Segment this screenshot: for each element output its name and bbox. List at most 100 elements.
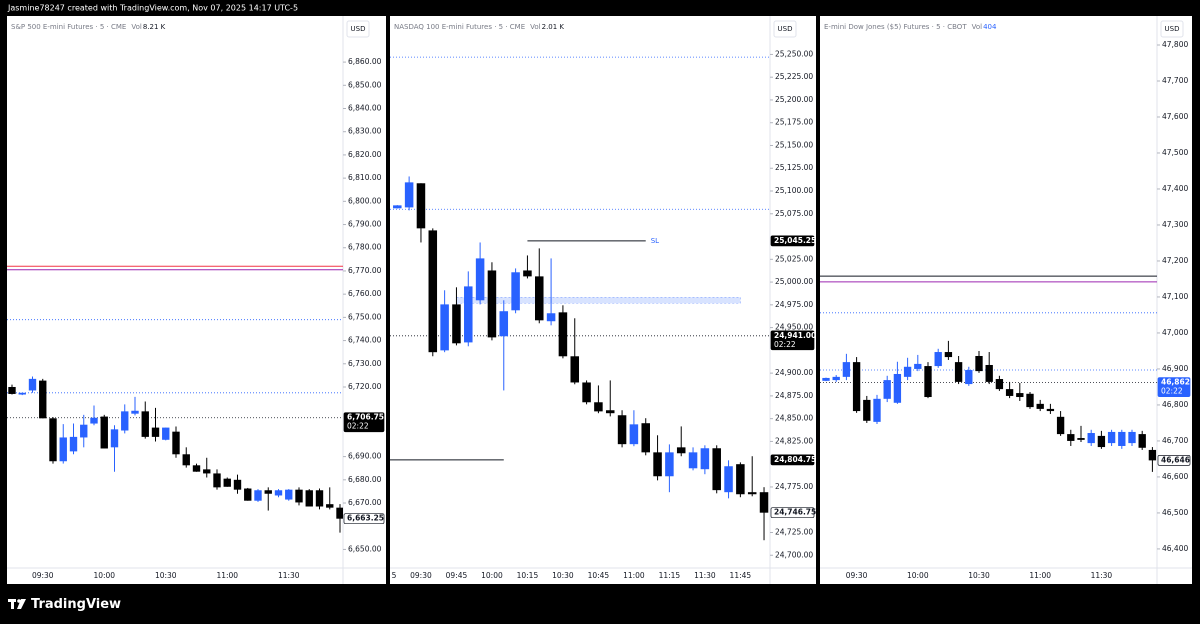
y-tick-label: 24,700.00 <box>775 550 813 559</box>
candle-body <box>546 313 556 322</box>
legend: S&P 500 E-mini Futures · 5 · CME Vol8.21 … <box>11 23 166 31</box>
candle-body <box>954 362 963 382</box>
x-tick-label: 09:45 <box>446 571 468 580</box>
legend-volume-label: Vol <box>530 23 541 31</box>
candle-body <box>254 490 262 501</box>
candle-body <box>69 436 78 452</box>
price-label-box <box>770 454 815 466</box>
y-tick-label: 6,860.00 <box>348 57 382 66</box>
candle-body <box>162 427 170 440</box>
x-tick-label: 11:00 <box>1029 571 1051 580</box>
candle-body <box>1036 403 1044 409</box>
x-tick-label: 09:30 <box>410 571 432 580</box>
candle-body <box>873 398 881 422</box>
candle-body <box>523 270 532 277</box>
x-tick-label: 11:00 <box>216 571 238 580</box>
candle-body <box>172 431 180 455</box>
candle-body <box>965 370 973 385</box>
candle-body <box>110 429 119 448</box>
price-label-text: 46,862 <box>1161 378 1190 387</box>
y-tick-label: 6,820.00 <box>348 150 382 159</box>
y-tick-label: 6,770.00 <box>348 266 382 275</box>
price-label-text: 24,804.75 <box>774 455 816 464</box>
candle-body <box>712 448 721 491</box>
x-tick-label-edge: 5 <box>392 571 397 580</box>
candle-body <box>724 466 733 493</box>
candle-body <box>39 380 47 419</box>
y-tick-label: 47,000 <box>1162 328 1188 337</box>
candle-body <box>863 399 871 421</box>
candle-body <box>676 447 686 454</box>
price-label-box <box>770 507 815 519</box>
candle-body <box>274 490 283 496</box>
candle-body <box>244 488 252 501</box>
y-tick-label: 25,025.00 <box>775 254 813 263</box>
price-label-text: 46,646 <box>1161 455 1190 464</box>
candle-body <box>1005 389 1014 396</box>
candle-body <box>1097 435 1106 448</box>
candle-body <box>914 363 922 369</box>
y-tick-label: 6,730.00 <box>348 359 382 368</box>
x-tick-label: 11:30 <box>1091 571 1113 580</box>
candle-body <box>582 382 591 403</box>
candle-body <box>464 286 473 343</box>
price-label-box <box>770 235 815 247</box>
candle-body <box>511 272 520 311</box>
candle-body <box>893 373 902 403</box>
y-tick-label: 6,760.00 <box>348 289 382 298</box>
candle-body <box>182 454 190 466</box>
y-tick-label: 6,810.00 <box>348 173 382 182</box>
candle-body <box>131 410 139 414</box>
legend-volume-label: Vol <box>131 23 142 31</box>
candle-body <box>213 473 221 488</box>
y-tick-label: 46,600 <box>1162 472 1188 481</box>
y-tick-label: 46,800 <box>1162 400 1188 409</box>
candle-body <box>605 410 615 414</box>
y-tick-label: 6,670.00 <box>348 498 382 507</box>
y-tick-label: 6,830.00 <box>348 127 382 136</box>
candle-body <box>1067 434 1075 441</box>
y-tick-label: 24,950.00 <box>775 323 813 332</box>
plot-area <box>7 265 343 533</box>
candle-body <box>1128 431 1136 444</box>
y-tick-label: 25,200.00 <box>775 95 813 104</box>
x-tick-label: 09:30 <box>846 571 868 580</box>
candle-body <box>192 465 201 472</box>
candle-body <box>315 490 324 507</box>
y-tick-label: 24,725.00 <box>775 527 813 536</box>
currency: USD <box>778 25 793 33</box>
candle-body <box>641 423 650 453</box>
legend-volume: 8.21 K <box>143 23 166 31</box>
currency-box <box>346 20 370 38</box>
y-tick-label: 47,300 <box>1162 220 1188 229</box>
candle-body <box>1118 431 1126 446</box>
x-tick-label: 10:00 <box>481 571 503 580</box>
y-tick-label: 47,500 <box>1162 148 1188 157</box>
legend-title: NASDAQ 100 E-mini Futures · 5 · CME <box>394 23 525 31</box>
price-label-box <box>1157 377 1191 397</box>
y-tick-label: 46,400 <box>1162 544 1188 553</box>
currency-box <box>773 20 797 38</box>
candle-body <box>28 378 37 391</box>
legend-volume: 404 <box>983 23 997 31</box>
candle-body <box>264 490 272 494</box>
candle-body <box>90 417 98 424</box>
tv-logo <box>8 599 26 609</box>
y-tick-label: 47,200 <box>1162 256 1188 265</box>
y-tick-label: 6,740.00 <box>348 336 382 345</box>
candle-body <box>1016 393 1024 398</box>
candle-body <box>1138 434 1146 448</box>
price-label-box <box>343 513 385 525</box>
candle-body <box>452 304 461 344</box>
legend: NASDAQ 100 E-mini Futures · 5 · CME Vol2.… <box>394 23 564 31</box>
candle-body <box>617 415 627 445</box>
y-tick-label: 24,775.00 <box>775 482 813 491</box>
candle-body <box>1077 438 1085 440</box>
y-tick-label: 6,850.00 <box>348 80 382 89</box>
logo-v <box>17 599 26 609</box>
candle-body <box>8 386 16 394</box>
x-tick-label: 10:30 <box>552 571 574 580</box>
y-tick-label: 25,175.00 <box>775 118 813 127</box>
